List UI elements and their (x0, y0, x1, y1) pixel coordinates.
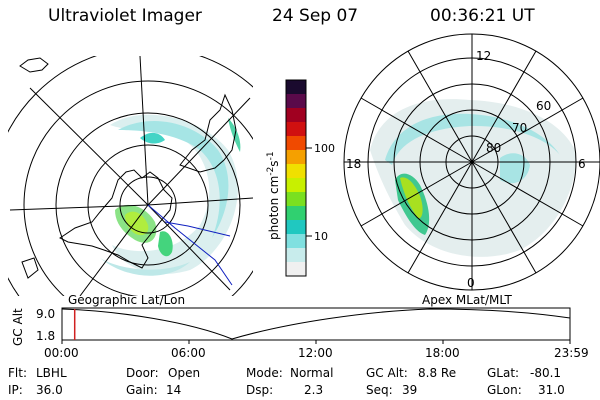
footer-value: -80.1 (530, 366, 562, 380)
footer-value: 8.8 Re (418, 366, 457, 380)
altitude-x-tick-label: 18:00 (425, 346, 460, 360)
footer-value: Open (168, 366, 201, 380)
color-bar-segment (286, 122, 306, 137)
color-bar-tick-label: 10 (314, 230, 328, 243)
date-label: 24 Sep 07 (272, 6, 359, 26)
footer-key: Door: (126, 366, 159, 380)
color-bar-segment (286, 248, 306, 263)
color-bar-segment (286, 150, 306, 165)
footer-key: GLon: (487, 383, 522, 397)
footer-key: Gain: (126, 383, 158, 397)
footer-value: 2.3 (304, 383, 324, 397)
terminator-line (164, 221, 231, 237)
mlt-label-18: 18 (346, 157, 361, 171)
altitude-y-tick: 1.8 (36, 329, 55, 343)
color-bar-segment (286, 192, 306, 207)
terminator-line (147, 204, 233, 286)
mlt-label-6: 6 (578, 157, 586, 171)
footer-key: Seq: (366, 383, 393, 397)
footer-value: 39 (402, 383, 418, 397)
footer-value: 31.0 (538, 383, 565, 397)
color-bar-segment (286, 234, 306, 249)
color-bar-segment (286, 262, 306, 277)
mlt-spokes (344, 34, 600, 290)
altitude-x-tick-label: 12:00 (298, 346, 333, 360)
mlt-label-0: 0 (467, 276, 475, 290)
color-bar-segment (286, 206, 306, 221)
color-bar-segment (286, 80, 306, 95)
landmass-outline (179, 93, 237, 173)
footer-key: Flt: (8, 366, 27, 380)
color-bar-segment (286, 164, 306, 179)
aurora-emission-right (385, 113, 560, 165)
footer-key: Dsp: (246, 383, 274, 397)
aurora-emission-left (100, 114, 241, 276)
footer-key: Mode: (246, 366, 283, 380)
footer-value: 14 (166, 383, 182, 397)
color-bar-segment (286, 178, 306, 193)
footer-key: GLat: (487, 366, 520, 380)
altitude-curve (61, 308, 571, 340)
aurora-emission-right (400, 177, 423, 219)
altitude-plot-frame (61, 307, 571, 341)
color-bar-segment (286, 136, 306, 151)
continent-outline (59, 169, 173, 269)
altitude-x-tick-label: 06:00 (171, 346, 206, 360)
mlt-label-12: 12 (476, 49, 491, 63)
color-bar-segment (286, 220, 306, 235)
mlat-label-80: 80 (486, 141, 501, 155)
altitude-x-ticks (61, 340, 571, 344)
color-bar-frame (285, 79, 307, 277)
polar-plot: 12 18 6 0 60 70 80 (343, 33, 600, 291)
footer-value: 36.0 (36, 383, 63, 397)
right-panel-caption: Apex MLat/MLT (422, 293, 512, 307)
altitude-plot: 9.0 1.8 GC Alt 00:00 06:00 12:00 18:00 2… (11, 307, 589, 360)
altitude-y-label: GC Alt (11, 308, 25, 346)
footer-key: IP: (8, 383, 23, 397)
time-label: 00:36:21 UT (430, 6, 535, 26)
island-outline (21, 257, 39, 279)
footer-value: Normal (290, 366, 334, 380)
footer-value: LBHL (36, 366, 67, 380)
color-bar-tick-label: 100 (314, 142, 335, 155)
altitude-x-tick-label: 23:59 (554, 346, 589, 360)
color-bar-segment (286, 108, 306, 123)
footer-key: GC Alt: (366, 366, 408, 380)
island-outline (19, 57, 49, 73)
altitude-y-tick: 9.0 (36, 307, 55, 321)
mlat-label-60: 60 (536, 99, 551, 113)
altitude-x-tick-label: 00:00 (44, 346, 79, 360)
left-panel-caption: Geographic Lat/Lon (68, 293, 185, 307)
instrument-title: Ultraviolet Imager (48, 6, 202, 26)
color-bar-label: photon cm-2s-1 (266, 151, 281, 240)
mlat-label-70: 70 (512, 121, 527, 135)
color-bar (286, 80, 306, 277)
geographic-map (8, 56, 253, 296)
latitude-circles (8, 56, 253, 296)
color-bar-segment (286, 94, 306, 109)
